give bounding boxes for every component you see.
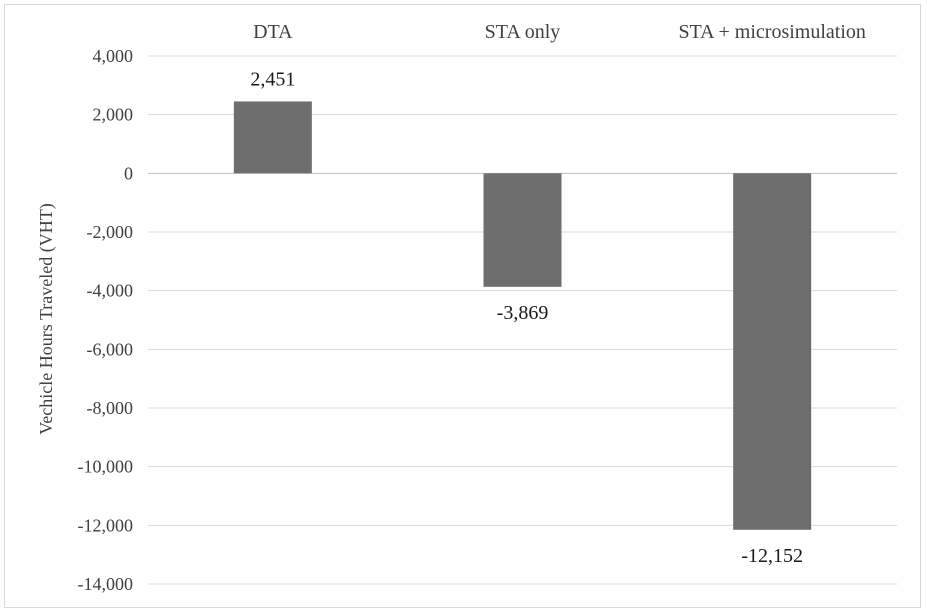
y-axis-label: Vechicle Hours Traveled (VHT) bbox=[36, 203, 57, 434]
bar bbox=[483, 173, 562, 287]
y-tick-label: 4,000 bbox=[93, 46, 134, 66]
y-tick-label: -4,000 bbox=[87, 281, 134, 301]
y-tick-label: 2,000 bbox=[93, 105, 134, 125]
category-label: DTA bbox=[253, 21, 293, 43]
y-tick-label: -8,000 bbox=[87, 398, 134, 418]
y-tick-label: -2,000 bbox=[87, 222, 134, 242]
category-label: STA + microsimulation bbox=[678, 21, 865, 43]
data-label: -3,869 bbox=[497, 302, 549, 324]
bar bbox=[733, 173, 812, 530]
bars bbox=[233, 101, 812, 530]
category-labels: DTA STA only STA + microsimulation bbox=[253, 21, 866, 43]
y-tick-label: -12,000 bbox=[78, 515, 134, 535]
y-tick-label: -10,000 bbox=[78, 457, 134, 477]
y-tick-label: -14,000 bbox=[78, 574, 134, 594]
data-labels: 2,451 -3,869 -12,152 bbox=[250, 68, 803, 566]
data-label: -12,152 bbox=[741, 545, 803, 567]
bar bbox=[233, 101, 312, 174]
data-label: 2,451 bbox=[250, 68, 295, 90]
y-tick-label: 0 bbox=[124, 163, 133, 183]
y-tick-labels: 4,000 2,000 0 -2,000 -4,000 -6,000 -8,000 -10,0… bbox=[78, 46, 134, 594]
category-label: STA only bbox=[485, 21, 561, 43]
y-tick-label: -6,000 bbox=[87, 339, 134, 359]
